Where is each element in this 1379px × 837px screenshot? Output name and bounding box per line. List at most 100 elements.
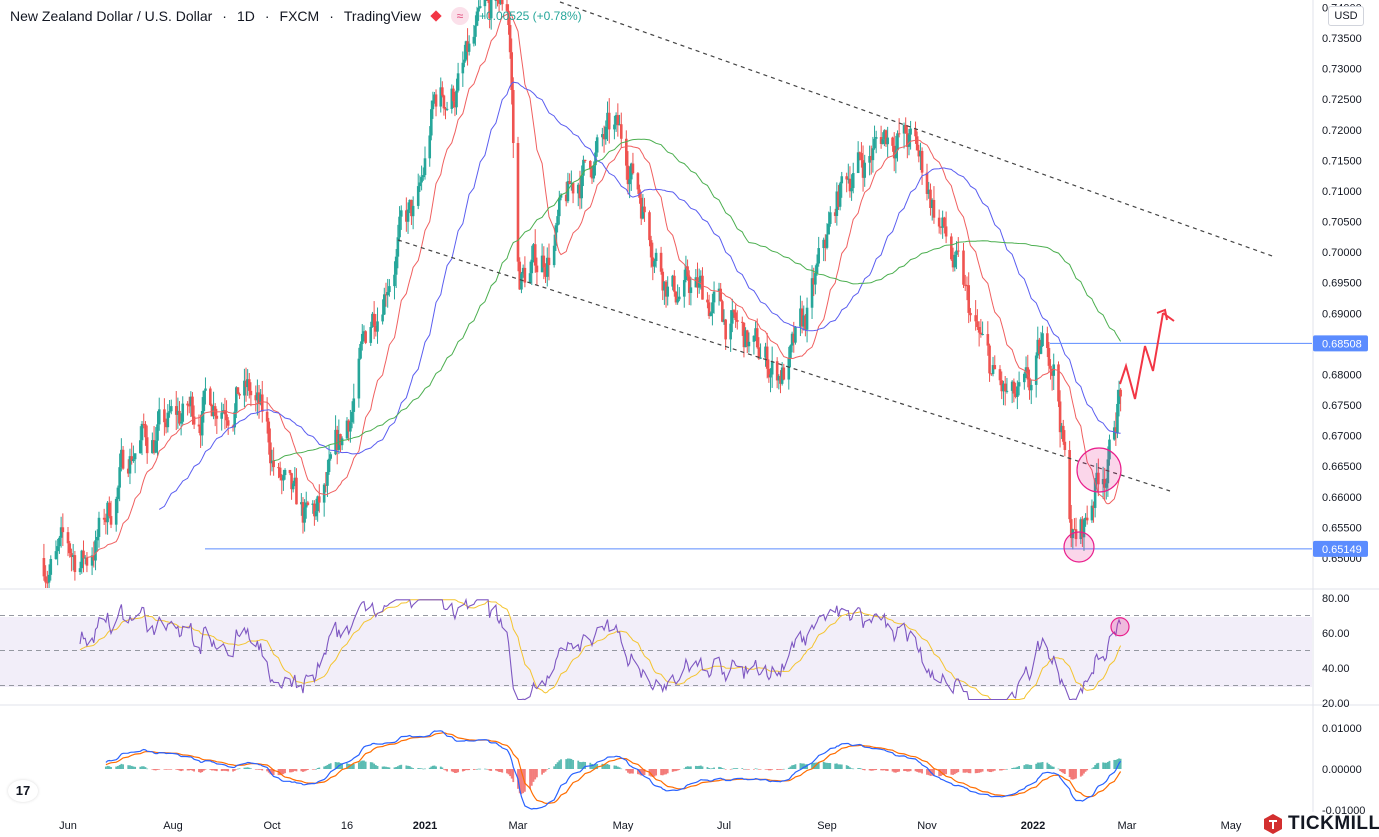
currency-button[interactable]: USD: [1328, 6, 1364, 26]
candle-down: [929, 189, 932, 208]
candle-down: [986, 334, 990, 346]
candle-up: [556, 216, 559, 226]
candle-up: [326, 472, 329, 486]
macd-histogram-bar: [439, 766, 442, 769]
candle-up: [381, 314, 384, 322]
macd-histogram-bar: [860, 768, 863, 770]
macd-histogram-bar: [591, 763, 593, 769]
candle-down: [979, 332, 983, 335]
candle-down: [210, 404, 214, 417]
macd-histogram-bar: [510, 769, 513, 779]
candle-up: [138, 440, 142, 454]
candle-up: [805, 307, 809, 330]
macd-histogram-bar: [701, 766, 704, 769]
macd-histogram-bar: [282, 769, 285, 775]
ma-line-blue: [158, 81, 1121, 510]
macd-histogram-bar: [388, 767, 391, 769]
candle-down: [500, 0, 504, 5]
candle-down: [85, 557, 89, 566]
macd-histogram-bar: [139, 766, 142, 769]
macd-histogram-bar: [862, 769, 864, 770]
candle-down: [845, 176, 848, 180]
candle-up: [445, 108, 449, 110]
candle-up: [570, 183, 573, 185]
macd-histogram-bar: [245, 767, 247, 769]
macd-histogram-bar: [698, 765, 701, 769]
candle-down: [837, 191, 840, 207]
candle-down: [833, 212, 837, 216]
macd-histogram-bar: [1038, 762, 1041, 769]
candle-up: [1117, 389, 1121, 404]
macd-histogram-bar: [386, 767, 389, 769]
tradingview-logo[interactable]: 17: [8, 780, 38, 802]
candle-down: [178, 410, 181, 424]
candle-up: [1060, 425, 1063, 433]
macd-histogram-bar: [896, 769, 899, 773]
candle-down: [974, 315, 977, 322]
macd-histogram-bar: [847, 765, 850, 769]
macd-histogram-bar: [115, 766, 118, 769]
candle-down: [507, 10, 510, 26]
macd-histogram-bar: [640, 769, 643, 776]
candle-down: [533, 244, 537, 266]
candle-up: [49, 559, 53, 575]
macd-histogram-bar: [186, 769, 189, 771]
candle-up: [304, 502, 308, 508]
macd-histogram-bar: [170, 769, 173, 770]
price-tick-label: 0.70500: [1322, 217, 1362, 229]
macd-histogram-bar: [235, 769, 238, 770]
candle-up: [420, 177, 423, 183]
candle-up: [303, 507, 306, 523]
candle-down: [278, 467, 282, 478]
macd-histogram-bar: [189, 769, 192, 771]
price-label-box: [1313, 540, 1368, 557]
candle-down: [639, 197, 643, 219]
macd-histogram-bar: [608, 764, 611, 769]
candle-up: [455, 90, 458, 108]
macd-histogram-bar: [596, 763, 599, 769]
candle-down: [1014, 393, 1017, 397]
candle-down: [1000, 380, 1004, 392]
candle-up: [653, 261, 656, 267]
candle-down: [265, 411, 269, 422]
macd-histogram-bar: [405, 765, 408, 769]
macd-histogram-bar: [894, 769, 897, 773]
candle-down: [1081, 519, 1084, 538]
macd-histogram-bar: [1048, 764, 1050, 769]
candle-up: [1010, 381, 1014, 391]
candle-up: [259, 394, 262, 405]
macd-histogram-bar: [318, 767, 321, 769]
candle-down: [505, 4, 509, 11]
candle-down: [858, 152, 862, 154]
candle-down: [244, 380, 248, 388]
macd-histogram-bar: [1014, 767, 1017, 769]
candle-down: [1026, 367, 1030, 380]
macd-histogram-bar: [787, 767, 790, 769]
candle-up: [941, 217, 944, 228]
macd-histogram-bar: [279, 769, 282, 776]
candle-up: [166, 412, 170, 428]
macd-histogram-bar: [315, 768, 317, 770]
candle-up: [752, 335, 756, 342]
macd-histogram-bar: [454, 769, 456, 774]
macd-histogram-bar: [289, 769, 291, 773]
macd-histogram-bar: [227, 769, 230, 772]
macd-histogram-bar: [518, 769, 521, 794]
candle-down: [339, 434, 342, 446]
candle-down: [313, 503, 316, 517]
macd-histogram-bar: [914, 769, 917, 772]
macd-histogram-bar: [675, 769, 677, 772]
candle-up: [450, 88, 454, 109]
candle-up: [582, 159, 585, 176]
candle-down: [1047, 348, 1051, 366]
macd-histogram-bar: [383, 766, 386, 769]
macd-histogram-bar: [302, 769, 304, 772]
macd-histogram-bar: [246, 767, 249, 769]
candle-up: [711, 302, 714, 314]
macd-histogram-bar: [1051, 766, 1054, 769]
candle-down: [914, 128, 917, 137]
macd-histogram-bar: [1002, 769, 1005, 770]
candle-up: [595, 137, 599, 153]
